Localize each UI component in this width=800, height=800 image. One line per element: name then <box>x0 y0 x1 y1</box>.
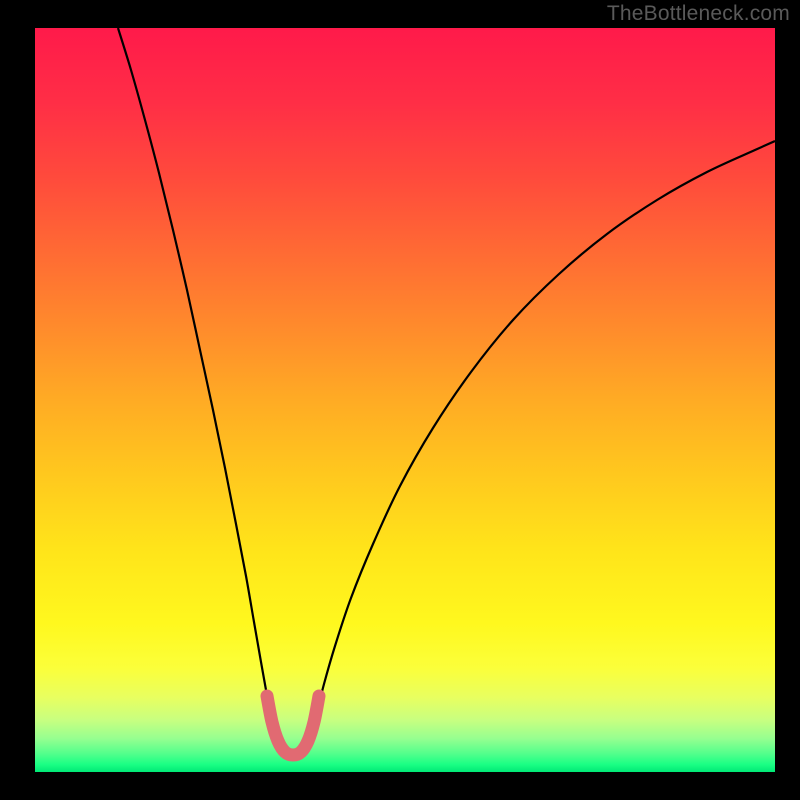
curve-left-branch <box>118 28 270 712</box>
bottleneck-curve-chart <box>35 28 775 772</box>
watermark-text: TheBottleneck.com <box>607 2 790 26</box>
chart-area <box>35 28 775 772</box>
curve-right-branch <box>317 141 775 712</box>
optimal-range-marker <box>267 696 319 755</box>
